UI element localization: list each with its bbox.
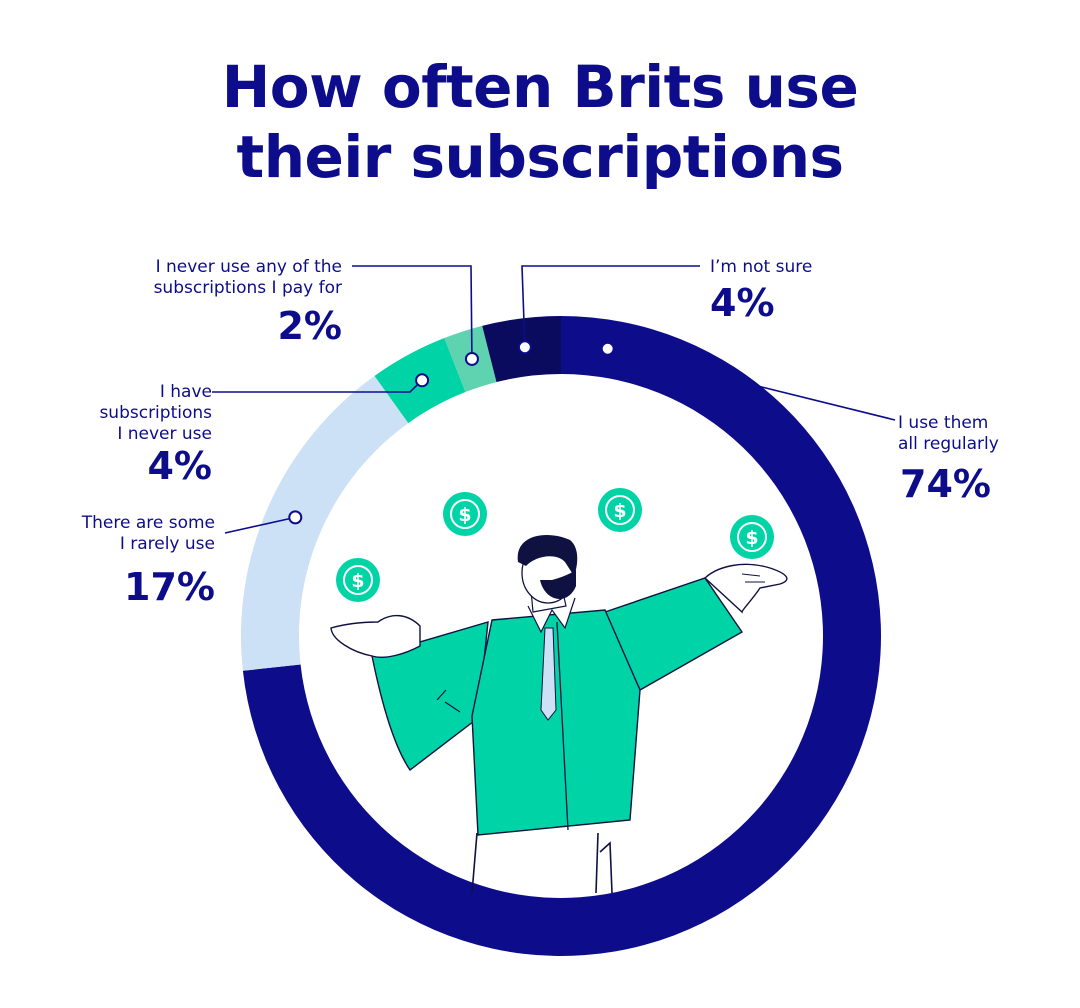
slice-value-label: 4%: [710, 281, 775, 325]
svg-text:$: $: [613, 500, 626, 522]
slice-value-label: 4%: [147, 444, 212, 488]
dollar-coin-icon: $: [443, 492, 487, 536]
svg-text:$: $: [745, 527, 758, 549]
svg-text:$: $: [458, 504, 471, 526]
person-hair: [517, 535, 578, 576]
label-marker-dot: [517, 340, 532, 355]
slice-label-line: There are some: [81, 513, 215, 533]
person-right-hand: [703, 563, 788, 614]
person-legs: [471, 832, 613, 894]
slice-label-line: I never use: [117, 424, 212, 444]
label-leader-line: [607, 347, 896, 421]
person-illustration: [330, 535, 788, 894]
dollar-coin-icon: $: [730, 515, 774, 559]
slice-label-line: I rarely use: [120, 534, 215, 554]
person-tie: [540, 627, 557, 721]
chart-title-line-2: their subscriptions: [236, 123, 844, 191]
label-marker-dot: [415, 373, 430, 388]
person-torso: [471, 609, 641, 836]
label-leader-line: [352, 265, 473, 359]
label-marker-dot: [600, 341, 615, 356]
chart-title: How often Brits use their subscriptions: [0, 52, 1080, 192]
label-marker-dot: [464, 351, 479, 366]
person-left-arm: [371, 621, 489, 772]
person-left-hand: [330, 615, 421, 658]
dollar-coin-icon: $: [598, 488, 642, 532]
dollar-coin-icon: $: [336, 558, 380, 602]
chart-title-line-1: How often Brits use: [221, 53, 859, 121]
slice-value-label: 17%: [124, 565, 215, 609]
donut-slice: [241, 375, 409, 671]
person-beard: [540, 570, 576, 599]
slice-value-label: 2%: [277, 304, 342, 348]
dollar-coins: $ $ $ $: [336, 488, 774, 602]
slice-label-line: I’m not sure: [710, 257, 812, 277]
slice-value-label: 74%: [900, 462, 991, 506]
label-leader-line: [521, 265, 700, 348]
slice-label-line: I have: [160, 382, 212, 402]
slice-label-line: I never use any of the: [156, 257, 342, 277]
label-leader-line: [224, 516, 296, 534]
slice-label-line: subscriptions: [99, 403, 212, 423]
slice-label-line: subscriptions I pay for: [154, 278, 342, 298]
slice-label-line: I use them: [898, 413, 988, 433]
slice-label-line: all regularly: [898, 434, 999, 454]
label-marker-dot: [288, 510, 303, 525]
svg-text:$: $: [351, 570, 364, 592]
